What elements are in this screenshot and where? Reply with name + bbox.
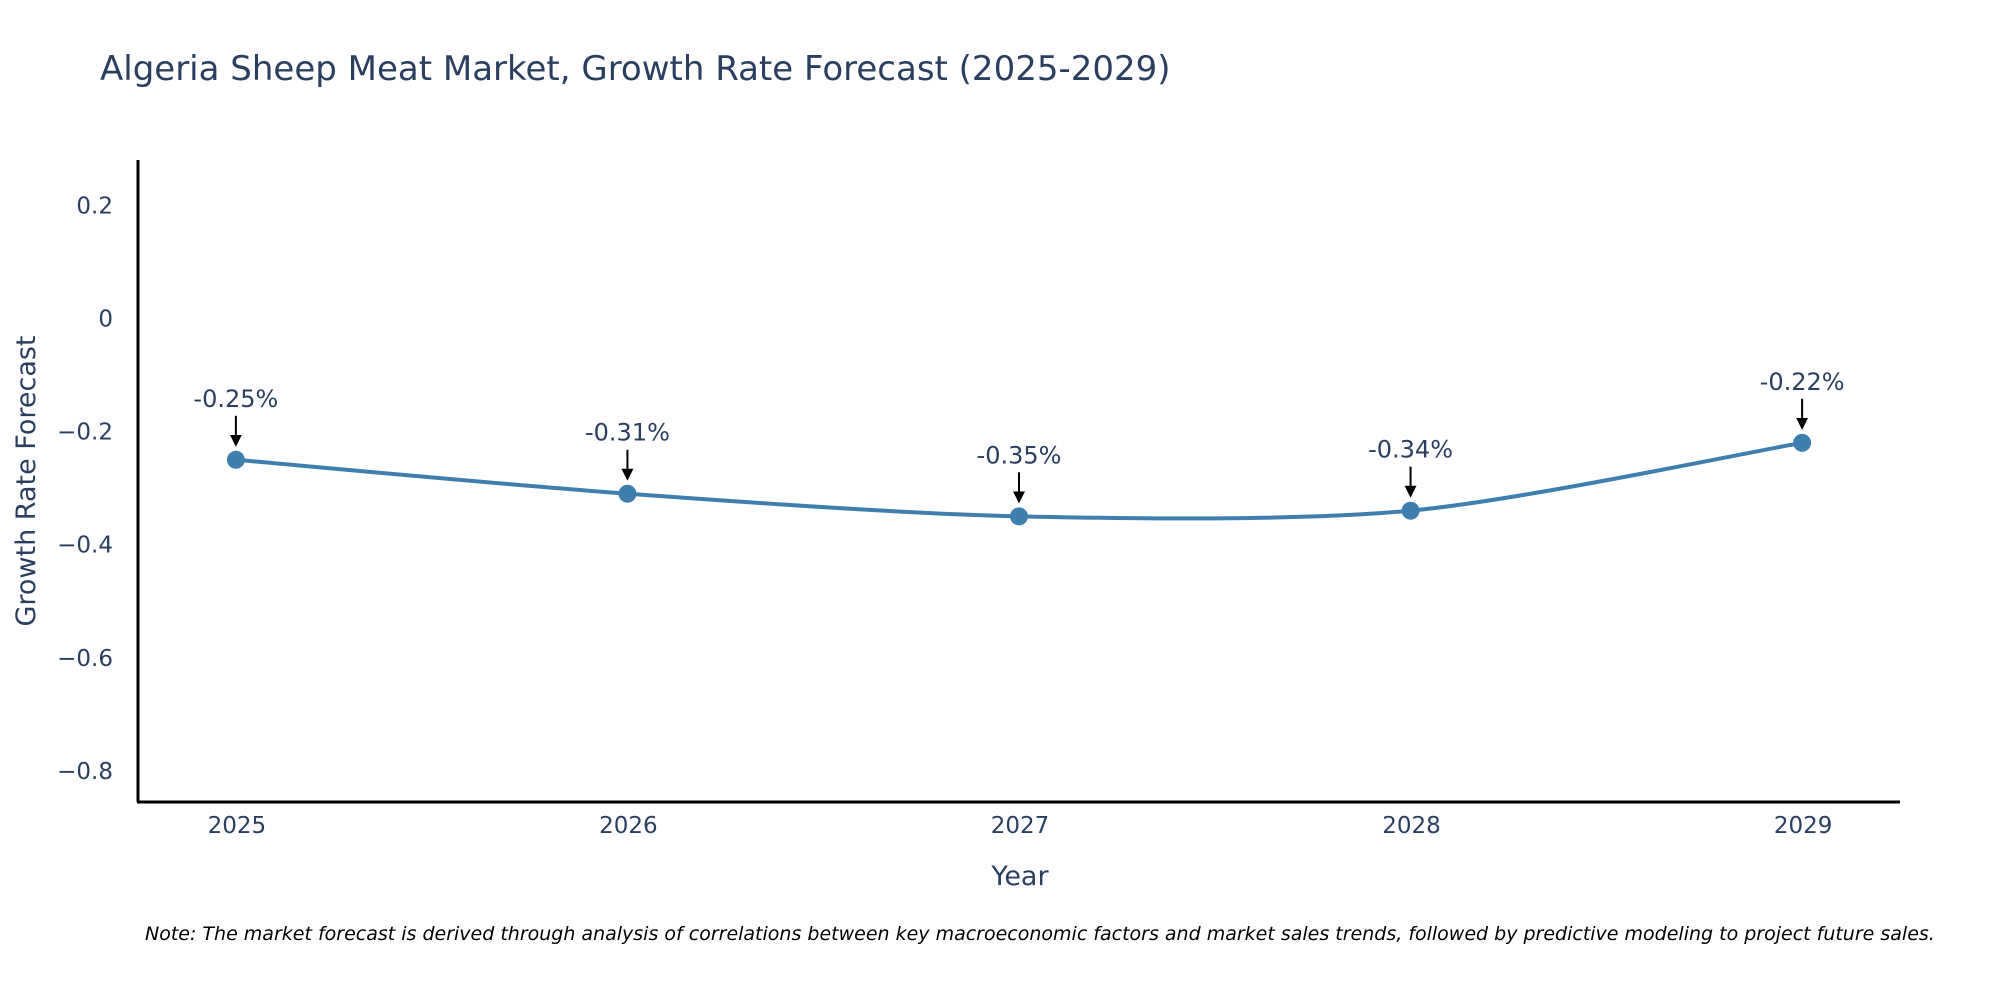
x-axis-title: Year: [990, 861, 1049, 892]
y-tick-label: −0.6: [57, 646, 113, 672]
data-label: -0.25%: [193, 385, 278, 413]
x-axis-ticks: 2025 2026 2027 2028 2029: [208, 813, 1833, 839]
data-label: -0.31%: [585, 419, 670, 447]
y-axis-title: Growth Rate Forecast: [11, 335, 42, 626]
x-tick-label: 2028: [1382, 813, 1441, 839]
x-tick-label: 2026: [599, 813, 658, 839]
y-tick-label: −0.4: [57, 533, 113, 559]
x-tick-label: 2027: [991, 813, 1050, 839]
data-point: [1793, 433, 1812, 452]
chart-title: Algeria Sheep Meat Market, Growth Rate F…: [100, 49, 1171, 89]
data-label: -0.35%: [977, 441, 1062, 469]
data-point: [1401, 501, 1420, 520]
y-tick-label: −0.8: [57, 759, 113, 785]
data-label: -0.34%: [1368, 436, 1453, 464]
data-label: -0.22%: [1760, 368, 1845, 396]
y-axis-ticks: 0.2 0 −0.2 −0.4 −0.6 −0.8: [57, 193, 113, 785]
footnote: Note: The market forecast is derived thr…: [145, 923, 1935, 945]
plot-area: -0.25% -0.31% -0.35% -0.34% -0.22%: [193, 368, 1845, 526]
x-tick-label: 2025: [208, 813, 267, 839]
x-tick-label: 2029: [1774, 813, 1833, 839]
y-tick-label: 0.2: [76, 193, 113, 219]
data-point: [1010, 507, 1028, 526]
data-point: [226, 450, 245, 469]
y-tick-label: −0.2: [57, 420, 113, 446]
data-point: [618, 484, 637, 503]
y-tick-label: 0: [98, 306, 113, 332]
